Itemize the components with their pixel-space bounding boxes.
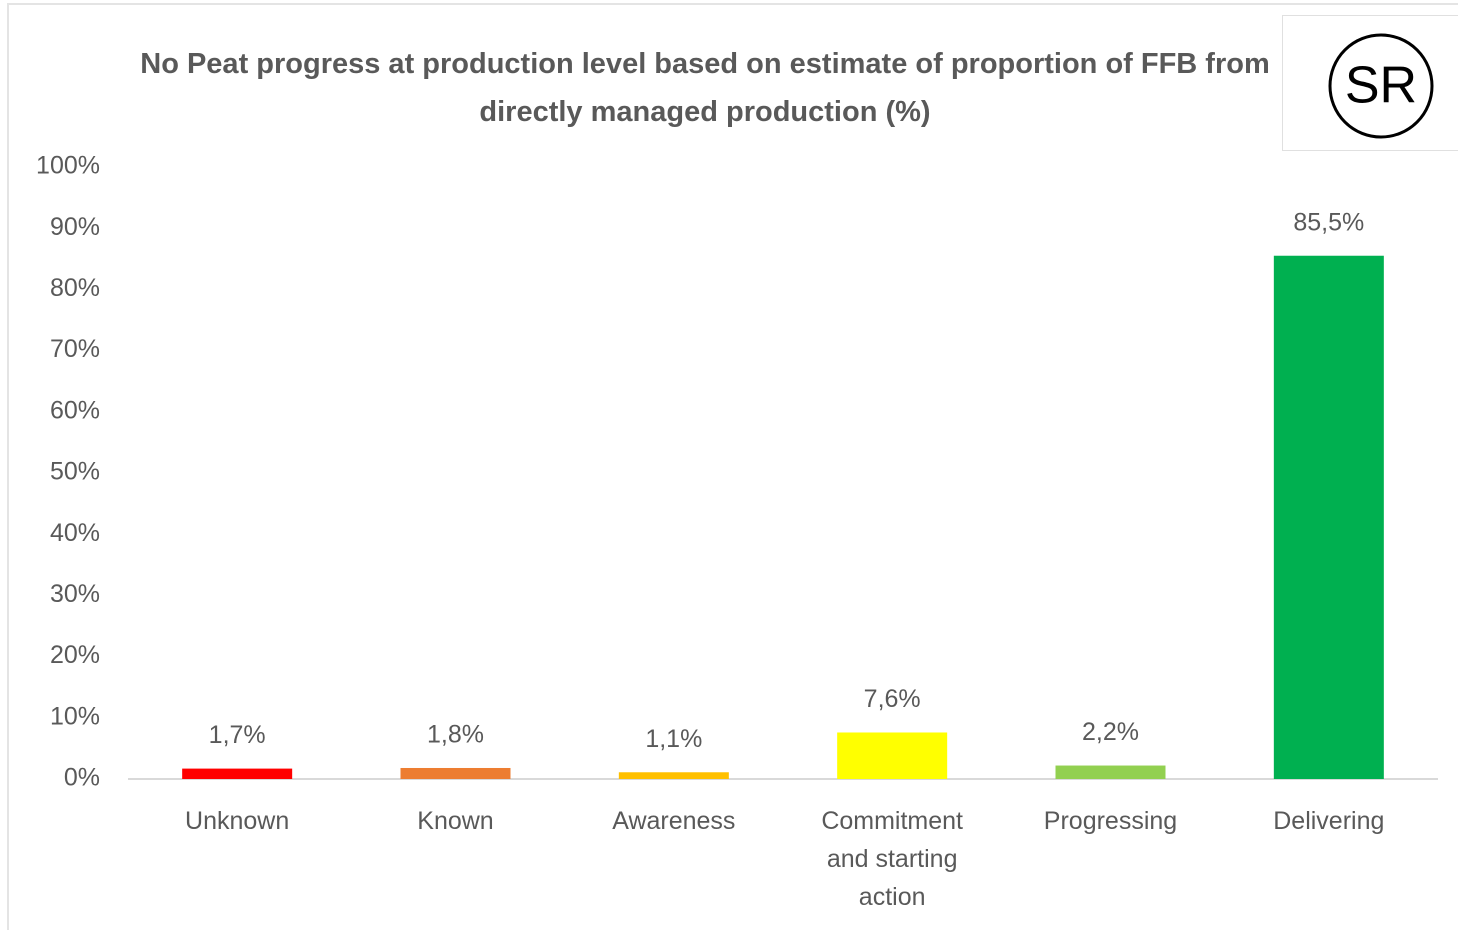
x-tick-label: Known xyxy=(417,807,494,835)
badge: SR xyxy=(1328,33,1434,139)
x-tick-label: Awareness xyxy=(612,807,736,835)
x-tick-label: Unknown xyxy=(185,807,290,835)
data-label: 85,5% xyxy=(1293,208,1364,236)
y-tick-label: 70% xyxy=(50,335,100,363)
y-tick-label: 10% xyxy=(50,702,100,730)
bar xyxy=(837,732,948,779)
y-tick-label: 20% xyxy=(50,641,100,669)
y-tick-label: 50% xyxy=(50,458,100,486)
x-tick-label: Commitment and starting action xyxy=(821,807,963,911)
badge-text: SR xyxy=(1345,57,1417,115)
data-label: 2,2% xyxy=(1082,718,1139,746)
y-tick-label: 30% xyxy=(50,580,100,608)
x-tick-label: Progressing xyxy=(1043,807,1178,835)
y-tick-label: 60% xyxy=(50,396,100,424)
badge-box: SR xyxy=(1282,15,1458,151)
bar xyxy=(400,767,511,779)
chart-title: No Peat progress at production level bas… xyxy=(140,48,1270,128)
y-tick-label: 90% xyxy=(50,213,100,241)
y-tick-label: 100% xyxy=(36,152,100,180)
frame xyxy=(7,3,1458,930)
data-label: 7,6% xyxy=(864,685,921,713)
data-label: 1,8% xyxy=(427,721,484,749)
data-label: 1,7% xyxy=(209,721,266,749)
data-label: 1,1% xyxy=(645,725,702,753)
y-tick-label: 0% xyxy=(64,764,100,792)
bar xyxy=(1273,255,1384,780)
y-tick-label: 80% xyxy=(50,274,100,302)
badge-circle xyxy=(1328,33,1434,139)
x-tick-label: Delivering xyxy=(1273,807,1385,835)
bar xyxy=(182,768,293,779)
y-tick-label: 40% xyxy=(50,519,100,547)
bar xyxy=(1055,765,1166,779)
bar xyxy=(618,772,729,779)
